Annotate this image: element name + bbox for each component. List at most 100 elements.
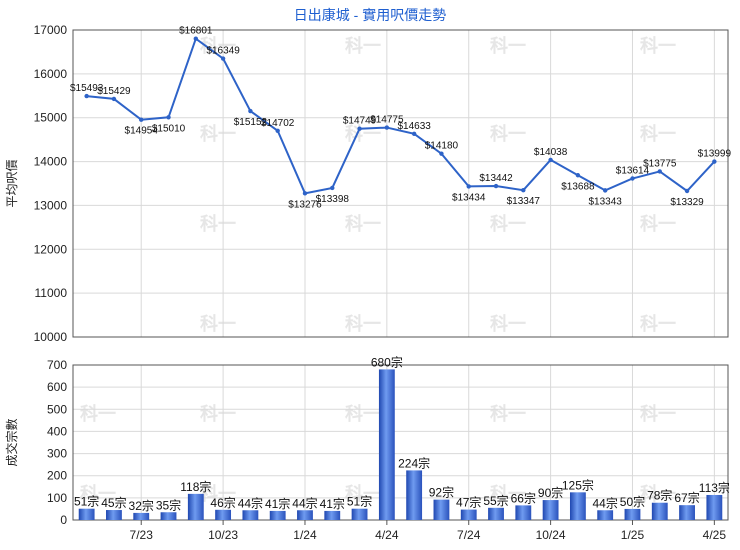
point-value-label: $13775 — [643, 158, 677, 169]
watermark-text: 科一 — [490, 313, 526, 334]
bar-value-label: 44宗 — [238, 495, 263, 510]
point-value-label: $14954 — [125, 126, 159, 137]
bar-value-label: 680宗 — [371, 354, 403, 369]
bar-value-label: 67宗 — [674, 490, 699, 505]
bar — [569, 492, 586, 520]
data-point — [384, 125, 390, 130]
bar — [706, 494, 723, 520]
bar — [324, 510, 341, 520]
x-tick-label: 7/24 — [457, 528, 481, 542]
watermark-text: 科一 — [200, 35, 236, 56]
bar — [187, 493, 204, 520]
transaction-bar-chart: 0 100 200 300 400 500 600 700 7/23 10/23 1/24 4/24 7… — [4, 354, 730, 542]
bar — [542, 500, 559, 520]
x-tick-label: 4/24 — [375, 528, 399, 542]
watermark-text: 科一 — [490, 483, 526, 504]
point-value-label: $13434 — [452, 192, 486, 203]
point-value-label: $13276 — [288, 199, 322, 210]
watermark-text: 科一 — [80, 483, 116, 504]
y-tick-label: 0 — [60, 513, 67, 527]
y-tick-label: 13000 — [34, 198, 68, 212]
data-point — [712, 159, 717, 164]
bar — [269, 510, 286, 520]
bar — [433, 499, 450, 520]
watermark-text: 科一 — [640, 35, 676, 56]
bar — [351, 508, 368, 520]
bar-value-label: 51宗 — [347, 494, 372, 509]
x-tick-label: 1/24 — [293, 528, 317, 542]
data-point — [84, 93, 89, 99]
point-value-label: $14775 — [370, 115, 404, 126]
watermark-text: 科一 — [200, 403, 236, 424]
bar — [651, 502, 668, 520]
y-tick-label: 700 — [47, 358, 67, 372]
watermark-text: 科一 — [200, 213, 236, 234]
y-tick-label: 15000 — [34, 111, 68, 125]
data-point — [411, 131, 417, 137]
watermark-text: 科一 — [640, 483, 676, 504]
y-tick-label: 600 — [47, 380, 67, 394]
point-value-label: $13688 — [561, 181, 595, 192]
point-value-label: $13343 — [589, 196, 623, 207]
y-tick-label: 11000 — [35, 286, 68, 300]
bar-value-label: 35宗 — [156, 497, 181, 512]
data-point — [139, 117, 144, 122]
y-tick-label: 16000 — [34, 67, 68, 81]
bar — [297, 510, 313, 520]
watermark-text: 科一 — [345, 35, 381, 56]
watermark-text: 科一 — [200, 313, 236, 334]
y-tick-label: 12000 — [34, 242, 68, 256]
x-tick-label: 10/23 — [208, 528, 238, 542]
data-point — [439, 151, 444, 156]
point-value-label: $13329 — [670, 197, 704, 208]
watermark-text: 科一 — [490, 213, 526, 234]
watermark-text: 科一 — [345, 403, 381, 424]
watermark-text: 科一 — [490, 35, 526, 56]
data-point — [684, 188, 690, 194]
y-axis-label: 成交宗數 — [4, 418, 19, 466]
point-value-label: $15152 — [234, 117, 268, 128]
bar-value-label: 224宗 — [398, 455, 430, 470]
data-point — [357, 126, 362, 131]
data-point — [602, 188, 608, 193]
data-point — [302, 191, 308, 196]
chart-title: 日出康城 - 實用呎價走勢 — [294, 7, 446, 23]
bar — [406, 470, 423, 520]
bar — [679, 505, 695, 520]
data-point — [220, 56, 226, 61]
data-point — [111, 96, 117, 102]
point-value-label: $14633 — [397, 121, 431, 132]
bar-value-label: 118宗 — [180, 479, 211, 494]
watermark-text: 科一 — [345, 213, 381, 234]
point-value-label: $14038 — [534, 147, 568, 158]
point-value-label: $13442 — [479, 173, 513, 184]
bar — [597, 510, 614, 520]
point-value-label: $15010 — [152, 123, 186, 134]
point-value-label: $14749 — [343, 116, 377, 127]
bar — [242, 510, 259, 520]
bar-value-label: 113宗 — [699, 480, 730, 495]
y-tick-label: 400 — [47, 424, 67, 438]
bar — [160, 512, 177, 520]
y-axis-label: 平均呎價 — [5, 159, 19, 207]
watermark-text: 科一 — [345, 313, 381, 334]
y-tick-label: 500 — [47, 402, 67, 416]
data-point — [548, 157, 553, 163]
data-point — [575, 173, 581, 178]
y-tick-label: 10000 — [34, 330, 68, 344]
y-tick-label: 14000 — [34, 155, 68, 169]
data-point — [466, 184, 471, 189]
bar — [78, 508, 95, 520]
data-point — [275, 128, 280, 133]
bar-value-label: 45宗 — [101, 495, 126, 510]
y-tick-label: 100 — [47, 491, 67, 505]
bar-value-label: 44宗 — [292, 495, 317, 510]
point-value-label: $14180 — [425, 141, 459, 152]
bar — [133, 512, 150, 520]
bar — [488, 507, 504, 520]
watermark-text: 科一 — [80, 403, 116, 424]
data-point — [521, 188, 526, 193]
bar — [460, 509, 477, 520]
x-tick-label: 7/23 — [130, 528, 154, 542]
